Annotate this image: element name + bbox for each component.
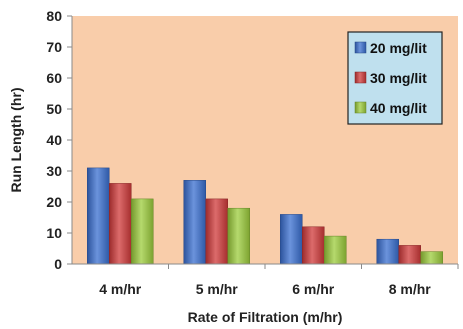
bar-20-mg-lit-5-m-hr bbox=[183, 180, 206, 265]
legend-label: 20 mg/lit bbox=[370, 40, 427, 56]
bar-40-mg-lit-8-m-hr bbox=[420, 251, 443, 265]
x-axis-ticks: 4 m/hr 5 m/hr 6 m/hr 8 m/hr bbox=[99, 264, 459, 297]
bar-20-mg-lit-6-m-hr bbox=[280, 214, 303, 265]
bar-30-mg-lit-4-m-hr bbox=[109, 183, 132, 265]
x-tick-label: 6 m/hr bbox=[292, 281, 335, 297]
y-tick-label: 20 bbox=[46, 194, 62, 210]
bar-40-mg-lit-6-m-hr bbox=[324, 235, 347, 265]
bar-40-mg-lit-5-m-hr bbox=[227, 207, 250, 265]
x-tick-label: 5 m/hr bbox=[196, 281, 239, 297]
y-tick-label: 70 bbox=[46, 39, 62, 55]
y-tick-label: 60 bbox=[46, 70, 62, 86]
legend-label: 30 mg/lit bbox=[370, 70, 427, 86]
y-tick-label: 80 bbox=[46, 8, 62, 24]
legend-swatch bbox=[354, 41, 367, 54]
legend: 20 mg/lit 30 mg/lit 40 mg/lit bbox=[347, 31, 443, 125]
y-tick-label: 30 bbox=[46, 163, 62, 179]
bar-20-mg-lit-8-m-hr bbox=[376, 238, 399, 265]
bar-20-mg-lit-4-m-hr bbox=[87, 167, 110, 265]
y-tick-label: 0 bbox=[54, 256, 62, 272]
legend-label: 40 mg/lit bbox=[370, 100, 427, 116]
bar-30-mg-lit-5-m-hr bbox=[205, 198, 228, 265]
legend-swatch bbox=[354, 101, 367, 114]
x-tick-label: 8 m/hr bbox=[389, 281, 432, 297]
bar-30-mg-lit-6-m-hr bbox=[302, 226, 325, 265]
y-axis-title: Run Length (hr) bbox=[8, 88, 24, 193]
bar-40-mg-lit-4-m-hr bbox=[131, 198, 154, 265]
legend-swatch bbox=[354, 71, 367, 84]
bars-layer bbox=[87, 167, 443, 265]
bar-30-mg-lit-8-m-hr bbox=[398, 245, 421, 265]
x-axis-title: Rate of Filtration (m/hr) bbox=[188, 309, 343, 325]
legend-items: 20 mg/lit 30 mg/lit 40 mg/lit bbox=[354, 40, 427, 116]
y-tick-label: 40 bbox=[46, 132, 62, 148]
x-tick-label: 4 m/hr bbox=[99, 281, 142, 297]
y-tick-label: 10 bbox=[46, 225, 62, 241]
y-axis-ticks: 0 10 20 30 40 50 60 70 80 bbox=[46, 8, 72, 272]
y-tick-label: 50 bbox=[46, 101, 62, 117]
